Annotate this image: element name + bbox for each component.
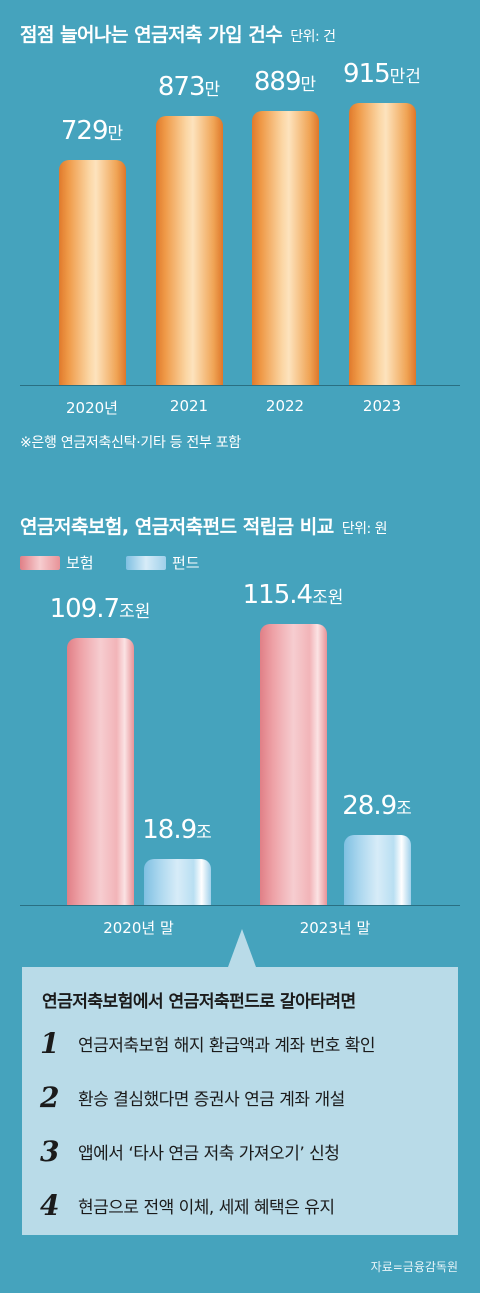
chart1-value-label-3-suffix: 만건 [389, 67, 421, 87]
chart2-value-label-insurance-0: 109.7조원 [35, 594, 165, 624]
chart1-x-label-3: 2023 [362, 397, 402, 415]
chart2-value-label-insurance-1-number: 115.4 [242, 580, 313, 610]
chart1-value-label-1-suffix: 만 [204, 79, 221, 100]
chart2-value-label-insurance-0-suffix: 조원 [119, 601, 151, 622]
chart1-value-label-1-number: 873 [157, 71, 206, 102]
chart1-title-row: 점점 늘어나는 연금저축 가입 건수 단위: 건 [20, 20, 336, 47]
info-box-pointer [228, 929, 256, 967]
chart2-bar-insurance-1 [259, 624, 327, 905]
chart2-title-row: 연금저축보험, 연금저축펀드 적립금 비교 단위: 원 [20, 512, 388, 539]
step-4: 4 현금으로 전액 이체, 세제 혜택은 유지 [40, 1189, 335, 1222]
chart2-bar-insurance-0 [66, 637, 134, 905]
chart2-unit: 단위: 원 [341, 521, 388, 537]
chart2-x-label-1: 2023년 말 [299, 919, 371, 937]
chart1-baseline [20, 385, 460, 386]
chart2-value-label-fund-1: 28.9조 [312, 791, 442, 821]
step-1-text: 연금저축보험 해지 환급액과 계좌 번호 확인 [78, 1036, 376, 1056]
info-box: 연금저축보험에서 연금저축펀드로 갈아타려면 1 연금저축보험 해지 환급액과 … [22, 967, 458, 1235]
chart1-value-label-2-number: 889 [253, 67, 302, 97]
chart2-title: 연금저축보험, 연금저축펀드 적립금 비교 [20, 516, 334, 538]
chart2-value-label-insurance-1-suffix: 조원 [312, 588, 344, 608]
step-4-number: 4 [40, 1189, 60, 1222]
chart1-value-label-2: 889만 [220, 67, 350, 97]
chart1-value-label-3: 915만건 [317, 59, 447, 89]
step-2: 2 환승 결심했다면 증권사 연금 계좌 개설 [40, 1081, 345, 1114]
chart1-value-label-3-number: 915 [343, 59, 391, 89]
step-1: 1 연금저축보험 해지 환급액과 계좌 번호 확인 [40, 1027, 376, 1060]
chart1-x-label-2: 2022 [265, 397, 305, 415]
chart1-unit: 단위: 건 [290, 29, 336, 45]
chart1-x-label-0: 2020년 [66, 399, 118, 417]
chart2-value-label-fund-0: 18.9조 [112, 815, 242, 845]
legend-item-fund: 펀드 [126, 552, 200, 573]
chart1-note: ※은행 연금저축신탁·기타 등 전부 포함 [20, 435, 241, 451]
chart1-value-label-2-suffix: 만 [300, 75, 317, 95]
info-box-title: 연금저축보험에서 연금저축펀드로 갈아타려면 [42, 992, 356, 1012]
legend-swatch-insurance [20, 555, 60, 570]
chart2-value-label-fund-1-number: 28.9 [342, 790, 397, 821]
step-3-text: 앱에서 ‘타사 연금 저축 가져오기’ 신청 [78, 1144, 340, 1164]
chart2-baseline [20, 905, 460, 906]
chart1-value-label-1: 873만 [124, 72, 254, 102]
step-3-number: 3 [40, 1135, 60, 1168]
chart1-value-label-0: 729만 [27, 116, 157, 146]
chart1-bar-0 [58, 160, 126, 385]
source-credit: 자료=금융감독원 [370, 1260, 458, 1274]
legend-item-insurance: 보험 [20, 552, 94, 573]
chart2-value-label-fund-0-number: 18.9 [142, 814, 197, 845]
chart2-bar-fund-0 [143, 858, 211, 905]
step-1-number: 1 [40, 1027, 60, 1060]
step-4-text: 현금으로 전액 이체, 세제 혜택은 유지 [78, 1198, 335, 1218]
chart2-x-label-0: 2020년 말 [103, 919, 174, 937]
chart2-value-label-fund-1-suffix: 조 [396, 798, 412, 819]
chart2-value-label-fund-0-suffix: 조 [196, 822, 212, 843]
step-3: 3 앱에서 ‘타사 연금 저축 가져오기’ 신청 [40, 1135, 340, 1168]
chart2-value-label-insurance-1: 115.4조원 [228, 580, 358, 610]
chart2-bar-fund-1 [343, 834, 411, 905]
chart1-bar-1 [155, 115, 223, 385]
legend-swatch-fund [126, 555, 166, 570]
step-2-number: 2 [40, 1081, 60, 1114]
chart2-value-label-insurance-0-number: 109.7 [49, 593, 120, 624]
chart1-bar-3 [348, 103, 416, 385]
chart1-title: 점점 늘어나는 연금저축 가입 건수 [20, 24, 283, 46]
chart1-bar-2 [251, 111, 319, 385]
chart1-x-label-1: 2021 [169, 397, 209, 415]
step-2-text: 환승 결심했다면 증권사 연금 계좌 개설 [78, 1090, 345, 1110]
legend-label-fund: 펀드 [172, 554, 200, 572]
chart1-value-label-0-suffix: 만 [107, 124, 124, 145]
legend-label-insurance: 보험 [66, 554, 94, 572]
chart1-value-label-0-number: 729 [60, 116, 109, 147]
